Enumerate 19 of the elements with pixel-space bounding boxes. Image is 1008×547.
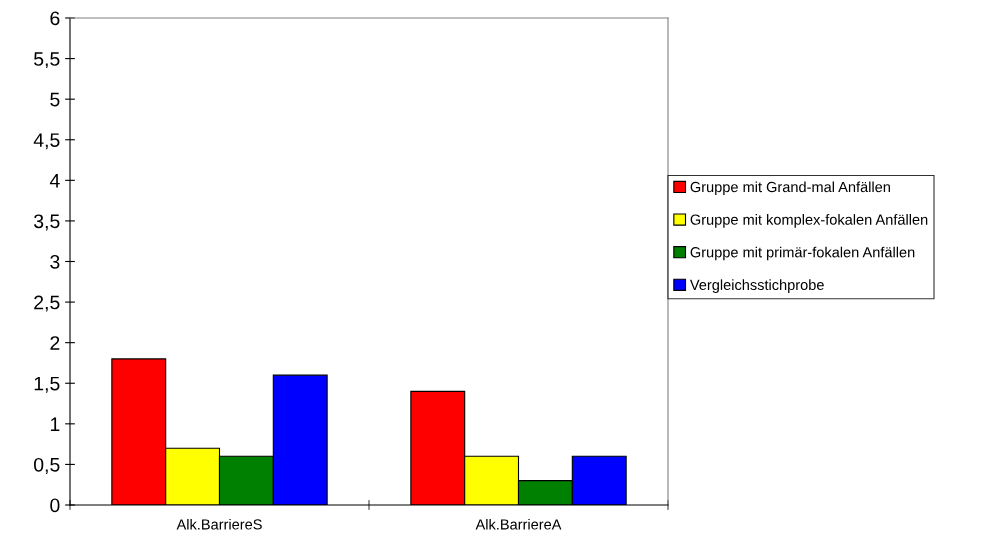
y-tick-label: 3,5 bbox=[33, 214, 60, 231]
y-tick-label: 4 bbox=[49, 174, 60, 188]
legend-label: Gruppe mit primär-fokalen Anfällen bbox=[690, 246, 915, 261]
y-tick-label: 0 bbox=[50, 498, 60, 513]
y-tick-label: 1 bbox=[50, 417, 60, 431]
legend-label: Gruppe mit Grand-mal Anfällen bbox=[690, 181, 890, 196]
y-tick-label: 0,5 bbox=[34, 457, 60, 474]
y-tick-label: 4,5 bbox=[33, 133, 60, 150]
x-tick-label: Alk.BarriereS bbox=[176, 518, 262, 530]
y-tick-label: 2 bbox=[50, 336, 60, 350]
legend-label: Vergleichsstichprobe bbox=[689, 279, 824, 293]
y-tick-label: 5 bbox=[50, 92, 60, 107]
y-tick-label: 6 bbox=[50, 11, 60, 26]
y-tick-label: 3 bbox=[50, 254, 60, 269]
y-tick-label: 2,5 bbox=[34, 295, 60, 312]
y-tick-label: 5,5 bbox=[34, 52, 60, 69]
legend-label: Gruppe mit komplex-fokalen Anfällen bbox=[690, 214, 928, 228]
x-tick-label: Alk.BarriereA bbox=[475, 518, 562, 530]
y-tick-label: 1,5 bbox=[34, 376, 60, 393]
